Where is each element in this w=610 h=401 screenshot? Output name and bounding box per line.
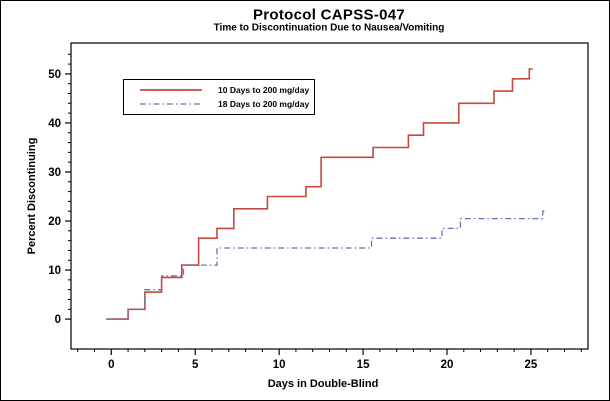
legend-label-fast-titration: 10 Days to 200 mg/day <box>218 85 310 95</box>
y-tick-label: 10 <box>48 265 61 277</box>
y-tick-label: 20 <box>48 216 61 228</box>
y-tick-label: 30 <box>48 167 61 179</box>
x-tick-label: 20 <box>441 359 454 371</box>
legend-line-sample-solid <box>140 89 202 91</box>
x-tick-label: 10 <box>273 359 286 371</box>
y-tick-label: 50 <box>48 69 61 81</box>
y-tick-label: 0 <box>55 314 61 326</box>
chart-title: Protocol CAPSS-047 <box>252 6 406 24</box>
x-tick-label: 25 <box>525 359 538 371</box>
y-tick-label: 40 <box>48 118 61 130</box>
chart-subtitle: Time to Discontinuation Due to Nausea/Vo… <box>213 22 445 34</box>
series-curve-1 <box>106 210 546 320</box>
x-tick-label: 0 <box>108 359 114 371</box>
x-tick-label: 5 <box>192 359 199 371</box>
y-axis-title: Percent Discontinuing <box>26 137 38 255</box>
legend-line-sample-dash-dot <box>140 103 202 105</box>
legend-row-slow-titration: 18 Days to 200 mg/day <box>130 98 310 110</box>
legend-label-slow-titration: 18 Days to 200 mg/day <box>218 99 310 109</box>
legend-box: 10 Days to 200 mg/day 18 Days to 200 mg/… <box>123 79 315 115</box>
x-tick-label: 15 <box>357 359 370 371</box>
x-axis-title: Days in Double-Blind <box>267 378 379 390</box>
legend-row-fast-titration: 10 Days to 200 mg/day <box>130 84 310 96</box>
